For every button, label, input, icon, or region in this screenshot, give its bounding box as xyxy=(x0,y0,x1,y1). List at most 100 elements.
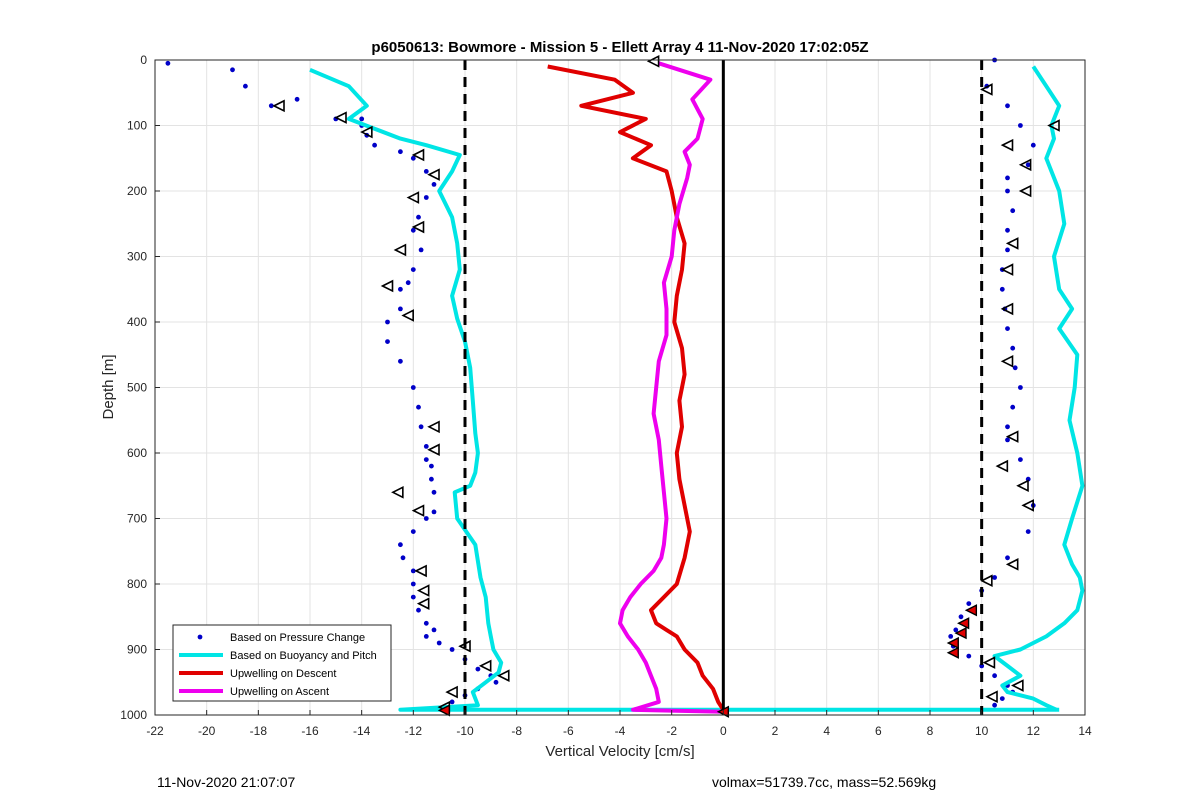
open-triangle-marker xyxy=(427,420,440,434)
based-on-pressure-change-point xyxy=(398,358,403,364)
y-tick-label: 300 xyxy=(127,250,147,264)
x-tick-label: -18 xyxy=(250,724,268,738)
x-tick-label: 8 xyxy=(927,724,934,738)
based-on-pressure-change-point xyxy=(449,647,455,652)
based-on-pressure-change-ascent-point xyxy=(1025,162,1031,168)
x-tick-label: 2 xyxy=(772,724,779,738)
x-tick-label: -14 xyxy=(353,724,371,738)
based-on-pressure-change-ascent-point xyxy=(1012,365,1018,371)
based-on-pressure-change-ascent-point xyxy=(1005,227,1010,233)
based-on-pressure-change-point xyxy=(423,516,429,521)
based-on-pressure-change-point xyxy=(410,227,416,233)
open-triangle-marker xyxy=(1005,558,1019,571)
based-on-pressure-change-point xyxy=(410,155,416,161)
y-tick-label: 600 xyxy=(127,446,147,460)
based-on-pressure-change-point xyxy=(423,444,429,449)
x-tick-label: -8 xyxy=(511,724,522,738)
open-triangle-marker xyxy=(272,99,285,113)
open-triangle-marker xyxy=(1005,237,1019,250)
based-on-pressure-change-point xyxy=(398,542,403,548)
open-triangle-marker xyxy=(1000,302,1014,316)
based-on-pressure-change-ascent-point xyxy=(1005,326,1010,331)
footer-timestamp: 11-Nov-2020 21:07:07 xyxy=(157,774,296,790)
y-tick-label: 400 xyxy=(127,315,147,329)
based-on-pressure-change-point xyxy=(431,509,437,515)
based-on-pressure-change-ascent-point xyxy=(1030,142,1036,148)
based-on-pressure-change-ascent-point xyxy=(1010,208,1016,214)
open-triangle-marker xyxy=(406,191,420,204)
open-triangle-marker xyxy=(393,243,407,257)
based-on-pressure-change-ascent-point xyxy=(999,696,1005,701)
open-triangle-marker xyxy=(416,584,430,597)
x-tick-label: -12 xyxy=(405,724,423,738)
y-tick-label: 200 xyxy=(127,184,147,198)
based-on-pressure-change-point xyxy=(410,594,416,600)
open-triangle-marker xyxy=(427,168,440,181)
open-triangle-marker xyxy=(427,443,440,457)
y-tick-label: 700 xyxy=(127,512,147,526)
based-on-pressure-change-ascent-point xyxy=(1018,457,1023,462)
x-tick-label: -2 xyxy=(666,724,677,738)
based-on-pressure-change-ascent-point xyxy=(1005,247,1010,253)
based-on-pressure-change-ascent-point xyxy=(1005,437,1010,443)
x-tick-label: -6 xyxy=(563,724,574,738)
open-triangle-marker xyxy=(416,597,430,610)
based-on-pressure-change-ascent-point xyxy=(1010,404,1016,410)
based-on-pressure-change-ascent-point xyxy=(992,673,997,679)
based-on-pressure-change-point xyxy=(416,404,421,410)
x-tick-label: -10 xyxy=(456,724,474,738)
filled-triangle-marker xyxy=(957,617,970,630)
legend-label: Based on Pressure Change xyxy=(230,632,365,644)
based-on-pressure-change-point xyxy=(416,214,421,220)
x-tick-label: -16 xyxy=(301,724,319,738)
open-triangle-marker xyxy=(1000,138,1014,152)
open-triangle-marker xyxy=(414,564,427,578)
based-on-pressure-change-point xyxy=(431,489,437,495)
based-on-pressure-change-point xyxy=(385,339,390,344)
based-on-pressure-change-ascent-point xyxy=(1005,424,1010,430)
legend-box xyxy=(172,624,392,702)
y-tick-label: 0 xyxy=(140,53,147,67)
open-triangle-marker xyxy=(458,639,471,653)
open-triangle-marker xyxy=(496,669,510,682)
x-tick-label: 14 xyxy=(1078,724,1092,738)
chart-title: p6050613: Bowmore - Mission 5 - Ellett A… xyxy=(371,39,868,56)
x-tick-label: 12 xyxy=(1027,724,1041,738)
x-axis-label: Vertical Velocity [cm/s] xyxy=(545,743,694,760)
based-on-pressure-change-ascent-point xyxy=(948,634,954,639)
y-axis-label: Depth [m] xyxy=(100,354,117,419)
open-triangle-marker xyxy=(995,459,1009,473)
y-tick-label: 100 xyxy=(127,119,147,133)
based-on-pressure-change-point xyxy=(294,96,300,102)
x-tick-label: 0 xyxy=(720,724,727,738)
y-tick-label: 800 xyxy=(127,577,147,591)
based-on-pressure-change-point xyxy=(372,142,377,148)
legend-label: Upwelling on Ascent xyxy=(230,686,329,698)
based-on-pressure-change-ascent-point xyxy=(1025,529,1031,534)
based-on-pressure-change-ascent-point xyxy=(966,601,972,606)
based-on-pressure-change-point xyxy=(493,679,499,685)
based-on-pressure-change-point xyxy=(423,169,429,174)
reference-lines xyxy=(463,60,984,715)
based-on-pressure-change-point xyxy=(410,581,416,587)
open-triangle-marker xyxy=(445,685,458,699)
based-on-pressure-change-point xyxy=(410,529,416,534)
y-tick-label: 900 xyxy=(127,643,147,657)
filled-triangle-marker xyxy=(437,704,451,717)
open-triangle-marker xyxy=(1000,263,1014,276)
based-on-pressure-change-ascent-point xyxy=(999,286,1005,292)
based-on-pressure-change-point xyxy=(398,306,403,312)
based-on-pressure-change-point xyxy=(410,568,416,574)
based-on-buoyancy-and-pitch-line xyxy=(309,67,1060,712)
open-triangle-marker xyxy=(360,125,373,139)
filled-triangle-marker xyxy=(946,646,959,659)
based-on-pressure-change-ascent-point xyxy=(953,627,959,633)
open-triangle-marker xyxy=(478,659,492,673)
based-on-pressure-change-point xyxy=(359,116,365,122)
open-triangle-marker xyxy=(982,656,996,669)
based-on-pressure-change-ascent-point xyxy=(1010,345,1016,351)
x-tick-label: -20 xyxy=(198,724,216,738)
open-triangle-marker xyxy=(411,504,425,517)
based-on-pressure-change-point xyxy=(385,319,390,325)
